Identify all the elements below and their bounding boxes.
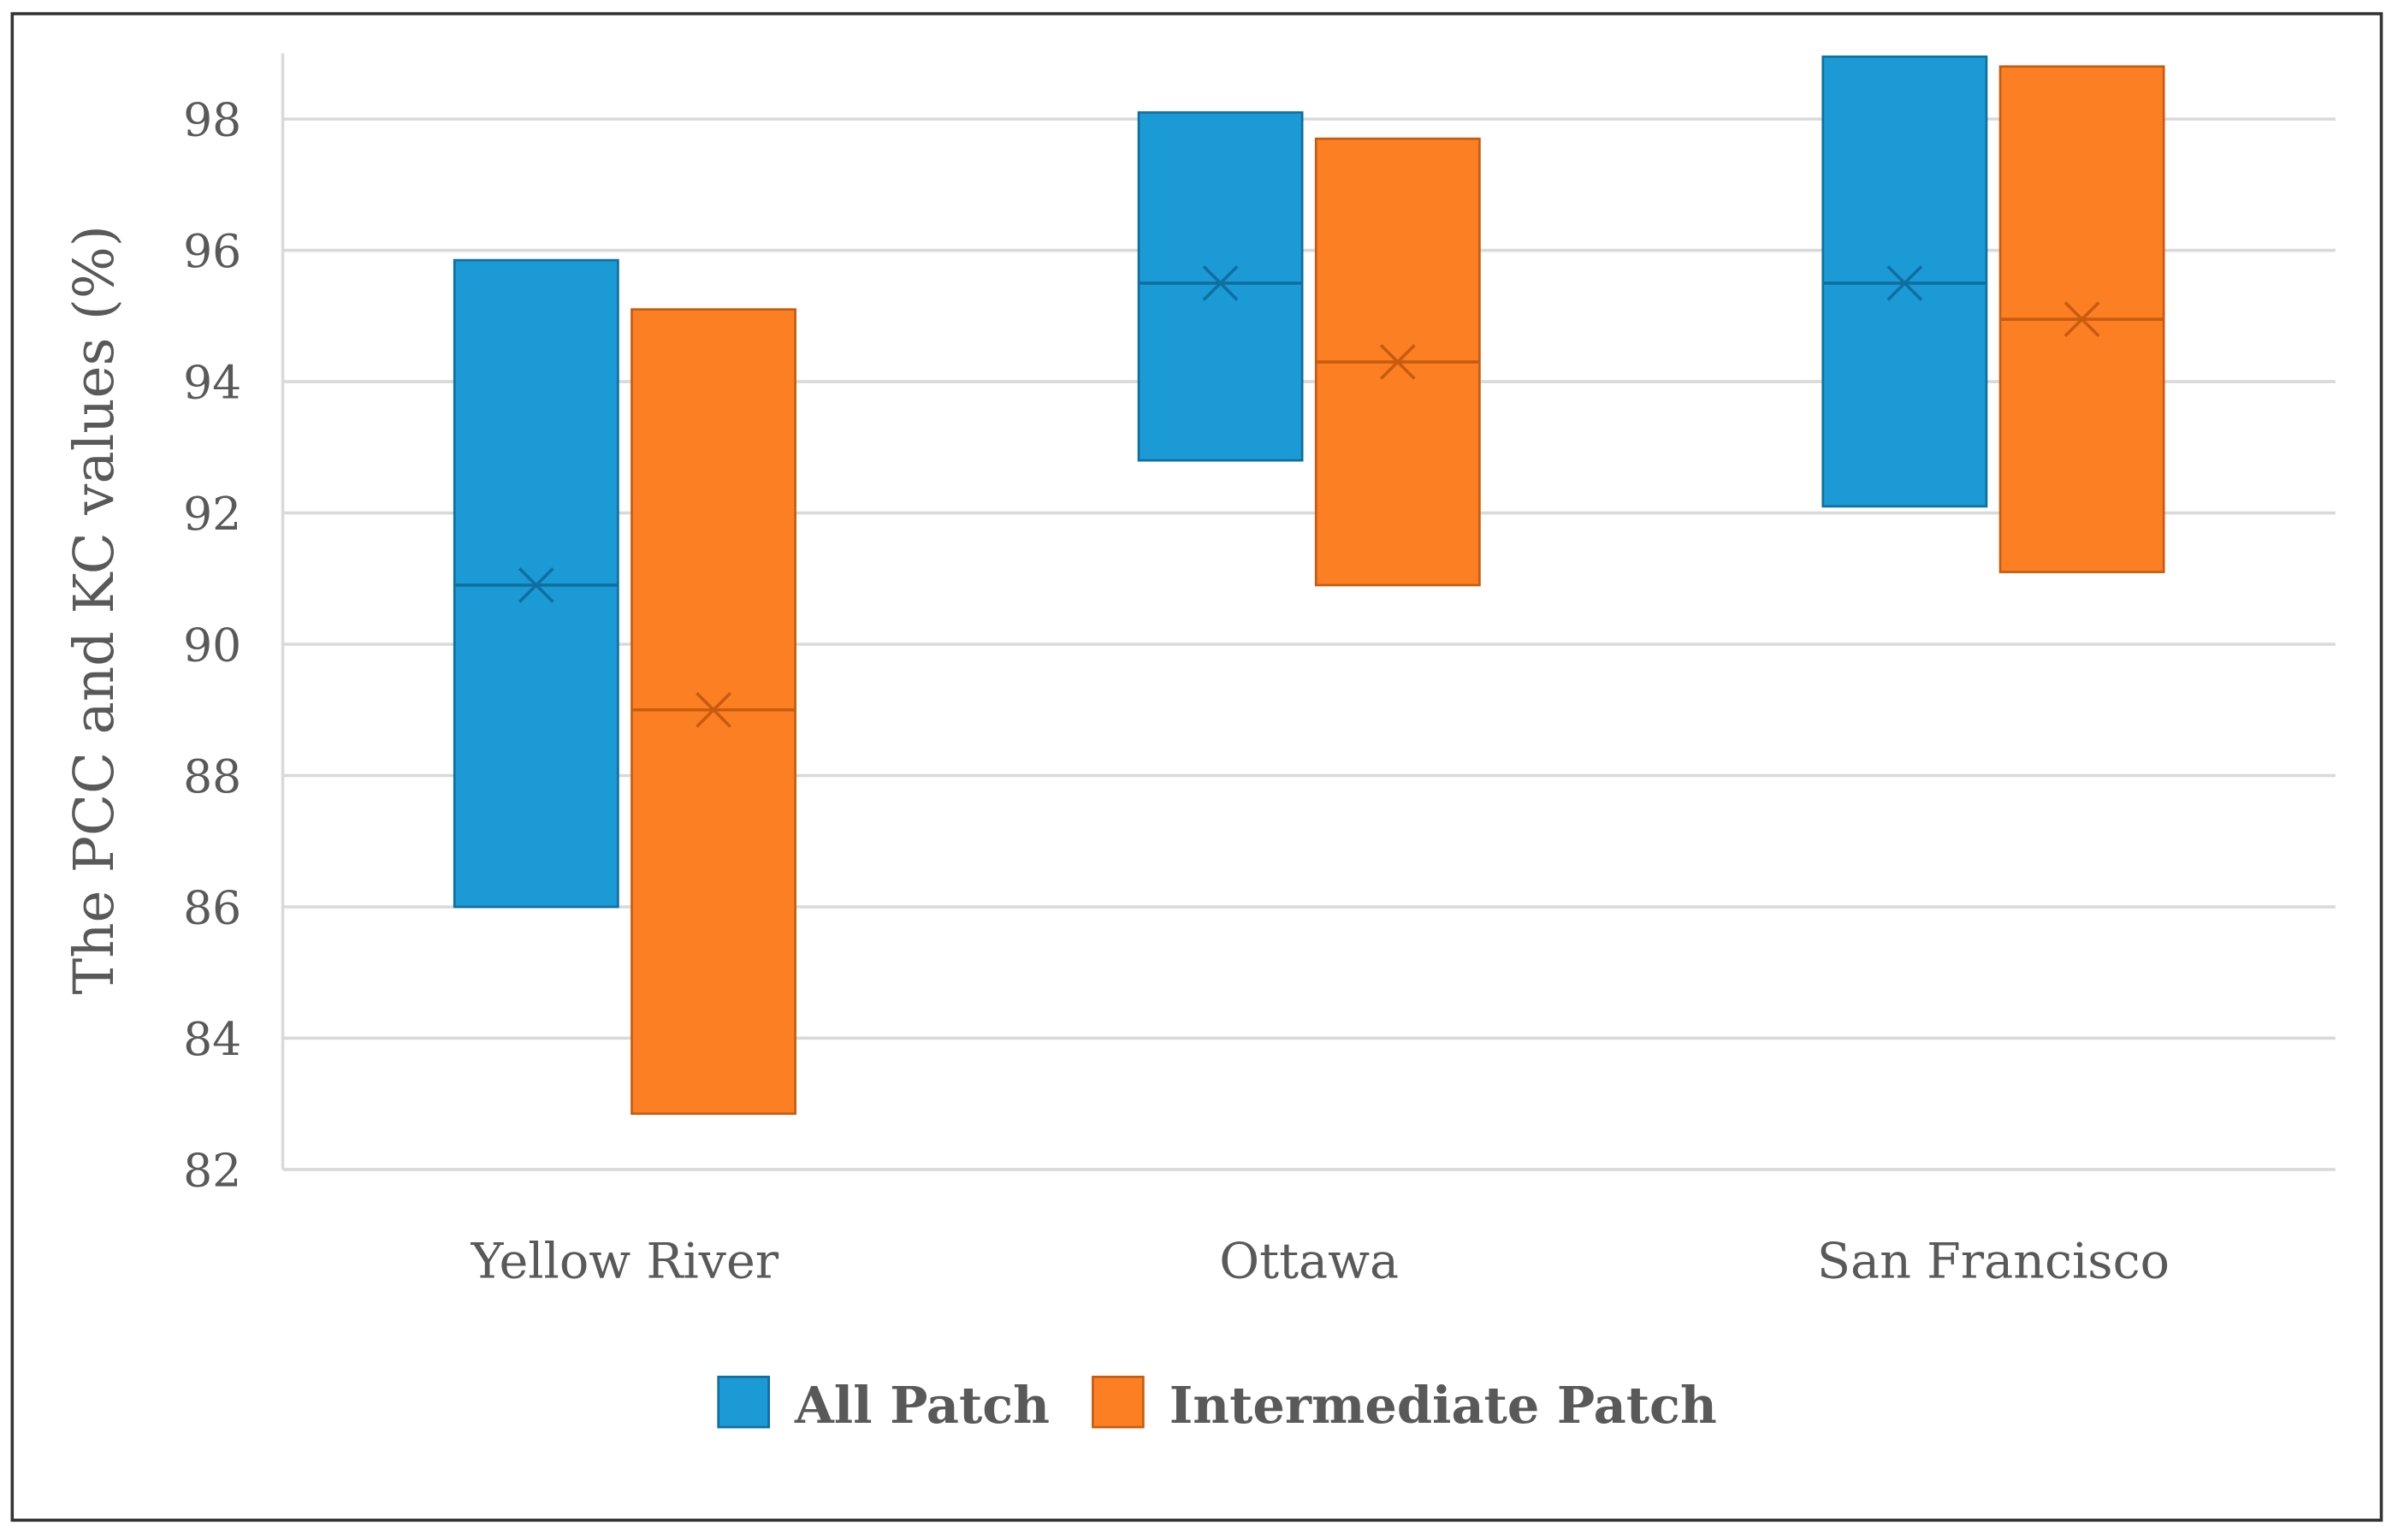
y-tick-label: 88 xyxy=(183,749,241,803)
x-category-label: Ottawa xyxy=(1219,1234,1399,1290)
mean-marker xyxy=(518,567,554,603)
y-tick-label: 94 xyxy=(183,356,241,410)
gridlines xyxy=(281,53,2336,1171)
mean-marker xyxy=(1886,265,1923,301)
mean-marker xyxy=(1379,344,1416,380)
legend-swatch xyxy=(717,1375,770,1429)
legend-label: All Patch xyxy=(794,1376,1050,1435)
y-tick-label: 86 xyxy=(183,881,241,935)
y-axis-ticks: 82 84 86 88 90 92 94 96 98 xyxy=(183,93,241,1198)
legend-swatch xyxy=(1092,1375,1145,1429)
mean-marker xyxy=(1202,265,1239,301)
y-tick-label: 92 xyxy=(183,487,241,541)
bar-all-patch xyxy=(1137,111,1304,462)
mean-marker xyxy=(696,691,731,728)
y-tick-label: 84 xyxy=(183,1012,241,1066)
x-axis-categories: Yellow River Ottawa San Francisco xyxy=(471,1234,2170,1290)
x-category-label: San Francisco xyxy=(1817,1234,2170,1290)
x-category-label: Yellow River xyxy=(471,1234,779,1290)
y-axis-label: The PCC and KC values (%) xyxy=(62,225,127,994)
y-tick-label: 90 xyxy=(183,619,241,672)
legend-label: Intermediate Patch xyxy=(1169,1376,1717,1435)
y-tick-label: 82 xyxy=(183,1144,241,1198)
mean-marker xyxy=(2063,301,2100,338)
y-tick-label: 98 xyxy=(183,93,241,147)
legend: All Patch Intermediate Patch xyxy=(717,1375,1717,1435)
y-tick-label: 96 xyxy=(183,224,241,278)
bars xyxy=(453,55,2165,1116)
